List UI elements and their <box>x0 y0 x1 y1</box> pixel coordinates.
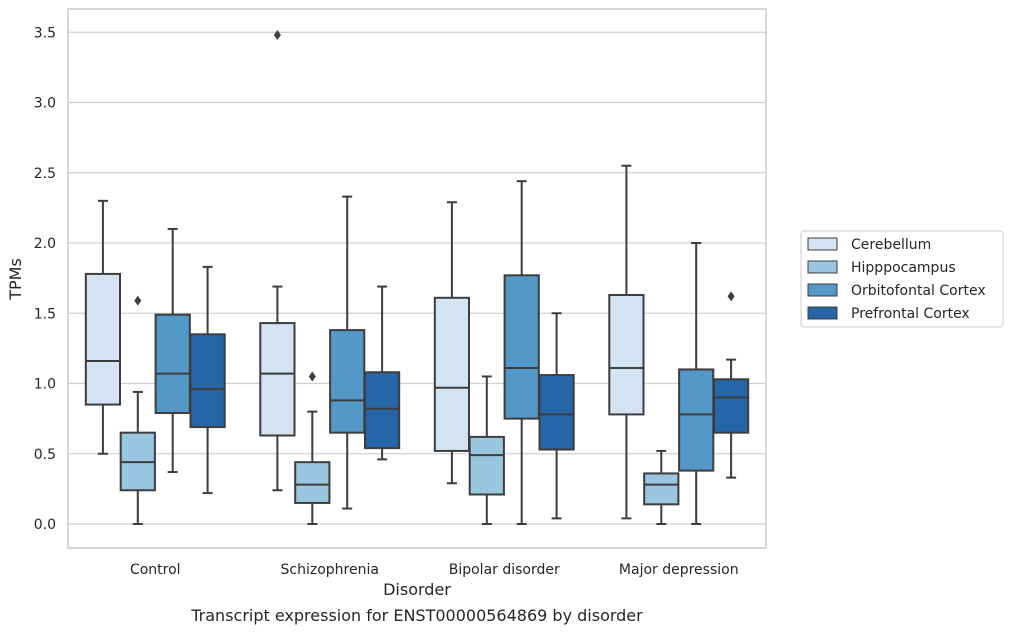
outlier-point <box>273 30 281 41</box>
y-tick-label: 2.0 <box>34 236 56 252</box>
box-iqr <box>538 374 575 451</box>
x-axis-label: Disorder <box>383 580 451 599</box>
box-group <box>433 201 471 485</box>
box-group <box>363 285 401 461</box>
plot-area-frame <box>67 8 767 549</box>
box-group <box>678 242 715 525</box>
legend: Cerebellum Hipppocampus Orbitofontal Corte… <box>800 230 1004 328</box>
outlier-point <box>727 291 735 302</box>
box-iqr <box>84 272 122 406</box>
box-iqr <box>678 368 715 472</box>
box-iqr <box>712 378 750 434</box>
outlier-point <box>308 371 316 382</box>
legend-swatch <box>807 306 838 320</box>
y-tick-label: 0.5 <box>34 447 56 463</box>
box-group <box>84 199 122 455</box>
box-group <box>294 371 331 525</box>
box-group <box>468 375 505 525</box>
y-axis-ticks: 0.0 0.5 1.0 1.5 2.0 2.5 3.0 3.5 <box>34 25 56 533</box>
box-group <box>643 449 680 525</box>
box-group <box>119 295 156 525</box>
legend-label: Hipppocampus <box>851 260 956 276</box>
figure-caption: Transcript expression for ENST0000056486… <box>191 606 643 625</box>
box-group <box>189 265 226 495</box>
legend-swatch <box>807 260 838 274</box>
legend-label: Cerebellum <box>851 237 931 253</box>
box-group <box>329 195 366 510</box>
legend-frame <box>800 230 1004 328</box>
box-group <box>503 180 540 525</box>
box-iqr <box>363 371 401 450</box>
x-axis-ticks: Control Schizophrenia Bipolar disorder Majo… <box>130 562 739 578</box>
x-tick-label: Major depression <box>619 562 739 578</box>
box-iqr <box>154 313 191 415</box>
box-group <box>608 164 645 520</box>
legend-swatch <box>807 283 838 297</box>
x-tick-label: Control <box>130 562 181 578</box>
y-tick-label: 2.5 <box>34 166 56 182</box>
box-groups <box>84 30 750 525</box>
box-iqr <box>433 296 471 452</box>
outlier-point <box>134 295 142 306</box>
y-tick-label: 1.0 <box>34 377 56 393</box>
box-iqr <box>294 461 331 504</box>
box-group <box>259 30 296 492</box>
y-axis-label: TPMs <box>6 258 25 301</box>
x-tick-label: Bipolar disorder <box>449 562 560 578</box>
box-iqr <box>643 472 680 506</box>
y-tick-label: 1.5 <box>34 306 56 322</box>
box-iqr <box>189 333 226 429</box>
x-tick-label: Schizophrenia <box>281 562 379 578</box>
y-tick-label: 0.0 <box>34 517 56 533</box>
y-tick-label: 3.5 <box>34 25 56 41</box>
box-iqr <box>329 329 366 434</box>
legend-swatch <box>807 237 838 251</box>
box-group <box>538 312 575 520</box>
box-group <box>154 227 191 474</box>
legend-label: Orbitofontal Cortex <box>851 283 986 299</box>
box-iqr <box>503 274 540 420</box>
box-group <box>712 291 750 479</box>
box-iqr <box>468 435 505 496</box>
box-iqr <box>608 293 645 416</box>
legend-label: Prefrontal Cortex <box>851 306 970 322</box>
y-tick-label: 3.0 <box>34 96 56 112</box>
box-iqr <box>259 322 296 437</box>
